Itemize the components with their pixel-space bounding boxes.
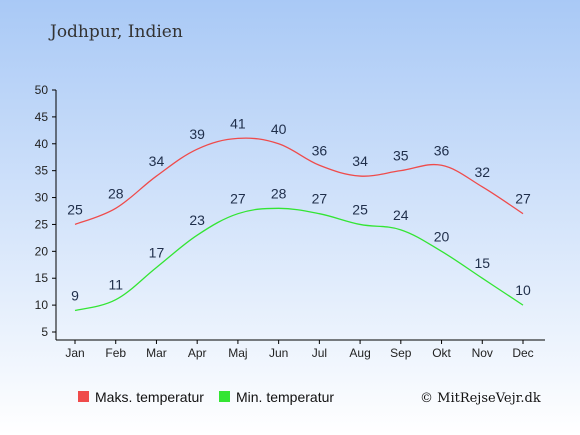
y-tick-label: 25 xyxy=(35,217,49,231)
x-tick-label: Jul xyxy=(312,346,327,360)
x-tick-label: Jun xyxy=(269,346,288,360)
data-label-max: 34 xyxy=(149,153,165,169)
data-label-max: 41 xyxy=(230,115,246,131)
data-label-min: 9 xyxy=(71,287,79,303)
chart-title: Jodhpur, Indien xyxy=(48,22,183,42)
data-label-layer: 25 28 34 39 41 40 36 34 35 36 32 27 9 11 17 23 27 28 27 25 2… xyxy=(67,115,531,303)
legend-swatch-max xyxy=(78,391,89,402)
x-tick-label: Apr xyxy=(188,346,207,360)
y-tick-label: 10 xyxy=(35,298,49,312)
data-label-max: 36 xyxy=(312,142,328,158)
data-label-max: 28 xyxy=(108,185,124,201)
data-label-min: 15 xyxy=(474,255,490,271)
data-label-min: 27 xyxy=(230,191,246,207)
data-label-min: 20 xyxy=(434,228,450,244)
x-tick-label: Aug xyxy=(349,346,370,360)
x-tick-label: Sep xyxy=(390,346,412,360)
data-label-min: 24 xyxy=(393,207,409,223)
data-label-min: 17 xyxy=(149,244,165,260)
y-tick-label: 15 xyxy=(35,271,49,285)
y-tick-label: 50 xyxy=(35,83,49,97)
legend-swatch-min xyxy=(219,391,230,402)
series-layer xyxy=(74,137,524,312)
x-tick-label: Feb xyxy=(105,346,126,360)
data-label-min: 27 xyxy=(312,191,328,207)
data-label-max: 39 xyxy=(189,126,205,142)
y-tick-label: 5 xyxy=(41,325,48,339)
x-tick-label: Maj xyxy=(228,346,247,360)
legend-label-min: Min. temperatur xyxy=(236,389,334,405)
data-label-min: 23 xyxy=(189,212,205,228)
data-label-min: 10 xyxy=(515,282,531,298)
y-axis: 5 10 15 20 25 30 35 40 45 50 xyxy=(35,83,57,340)
x-tick-label: Mar xyxy=(146,346,167,360)
y-tick-label: 35 xyxy=(35,164,49,178)
data-label-min: 25 xyxy=(352,201,368,217)
series-line-max xyxy=(74,137,524,226)
legend-label-max: Maks. temperatur xyxy=(95,389,204,405)
y-tick-label: 40 xyxy=(35,137,49,151)
y-tick-label: 20 xyxy=(35,244,49,258)
x-tick-label: Dec xyxy=(512,346,533,360)
x-tick-label: Nov xyxy=(472,346,493,360)
data-label-max: 34 xyxy=(352,153,368,169)
y-tick-label: 45 xyxy=(35,110,49,124)
data-label-max: 27 xyxy=(515,191,531,207)
x-tick-label: Jan xyxy=(65,346,84,360)
data-label-min: 11 xyxy=(108,277,123,293)
data-label-max: 32 xyxy=(474,164,490,180)
y-tick-label: 30 xyxy=(35,191,49,205)
legend: Maks. temperatur Min. temperatur xyxy=(78,389,334,405)
x-tick-label: Okt xyxy=(432,346,451,360)
data-label-max: 40 xyxy=(271,121,287,137)
data-label-max: 36 xyxy=(434,142,450,158)
series-line-min xyxy=(74,207,524,312)
data-label-min: 28 xyxy=(271,185,287,201)
data-label-max: 25 xyxy=(67,201,83,217)
credit-text: © MitRejseVejr.dk xyxy=(420,391,541,406)
data-label-max: 35 xyxy=(393,148,409,164)
x-axis: Jan Feb Mar Apr Maj Jun Jul Aug Sep Okt Nov Dec xyxy=(56,339,545,360)
